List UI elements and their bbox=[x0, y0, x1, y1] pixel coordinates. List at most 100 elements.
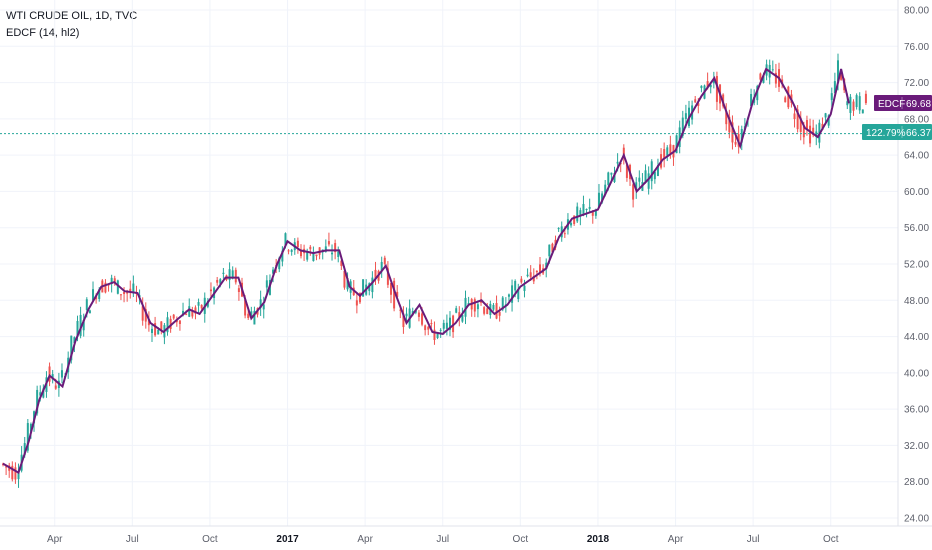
candle bbox=[849, 94, 852, 120]
candle bbox=[436, 333, 439, 340]
time-axis[interactable]: Apr Jul Oct 2017 Apr Jul Oct 2018 Apr Jul Oct bbox=[47, 534, 839, 545]
x-tick-label: Jul bbox=[436, 534, 449, 545]
candle bbox=[610, 172, 613, 181]
candle bbox=[178, 320, 181, 331]
candle bbox=[840, 72, 843, 81]
candle bbox=[408, 299, 411, 329]
candle bbox=[209, 282, 212, 298]
candle bbox=[197, 298, 200, 315]
y-tick-label: 56.00 bbox=[904, 223, 929, 234]
candle bbox=[715, 71, 718, 111]
candle bbox=[750, 88, 753, 107]
candle bbox=[259, 290, 262, 316]
candle bbox=[647, 166, 650, 195]
candle bbox=[60, 363, 63, 384]
candle bbox=[79, 306, 82, 339]
candle bbox=[793, 106, 796, 128]
candle bbox=[402, 306, 405, 334]
candle bbox=[405, 307, 408, 322]
x-tick-label: Oct bbox=[823, 534, 839, 545]
candle bbox=[116, 279, 119, 295]
candle bbox=[340, 259, 343, 270]
candle bbox=[427, 326, 430, 336]
candle bbox=[281, 246, 284, 267]
candle bbox=[632, 181, 635, 208]
last-price-value: 66.37 bbox=[906, 128, 931, 139]
candle bbox=[759, 72, 762, 82]
candle bbox=[355, 293, 358, 314]
candle bbox=[318, 247, 321, 260]
y-tick-label: 80.00 bbox=[904, 6, 929, 17]
edcf-tag-value: 69.68 bbox=[906, 99, 931, 110]
candle bbox=[430, 319, 433, 328]
candle bbox=[470, 297, 473, 317]
symbol-title[interactable]: WTI CRUDE OIL, 1D, TVC bbox=[6, 10, 138, 22]
candle bbox=[473, 297, 476, 318]
y-tick-label: 64.00 bbox=[904, 151, 929, 162]
candle bbox=[303, 244, 306, 262]
indicator-title[interactable]: EDCF (14, hl2) bbox=[6, 27, 80, 39]
candle bbox=[557, 227, 560, 232]
candle bbox=[234, 267, 237, 285]
candle bbox=[5, 465, 8, 476]
candle bbox=[393, 277, 396, 312]
candle bbox=[576, 202, 579, 223]
candle bbox=[517, 283, 520, 303]
candle bbox=[371, 271, 374, 299]
candle bbox=[796, 105, 799, 133]
candle bbox=[188, 298, 191, 318]
candle bbox=[641, 173, 644, 191]
candle bbox=[445, 314, 448, 336]
candle bbox=[200, 304, 203, 311]
candle bbox=[262, 296, 265, 319]
price-axis[interactable]: 80.00 76.00 72.00 68.00 64.00 60.00 56.00 52.00… bbox=[904, 6, 929, 525]
candle bbox=[132, 275, 135, 298]
y-tick-label: 40.00 bbox=[904, 368, 929, 379]
candle bbox=[787, 85, 790, 110]
candle bbox=[119, 294, 122, 301]
candle bbox=[511, 279, 514, 312]
candle bbox=[163, 323, 166, 345]
x-tick-label: 2017 bbox=[276, 534, 299, 545]
chart-legend: WTI CRUDE OIL, 1D, TVC EDCF (14, hl2) bbox=[6, 8, 137, 42]
candle bbox=[520, 276, 523, 284]
candle bbox=[337, 246, 340, 263]
candle bbox=[383, 255, 386, 266]
candle bbox=[228, 262, 231, 289]
candle bbox=[455, 305, 458, 314]
candle bbox=[11, 461, 14, 482]
y-tick-label: 44.00 bbox=[904, 332, 929, 343]
y-tick-label: 24.00 bbox=[904, 514, 929, 525]
candle bbox=[166, 311, 169, 336]
y-tick-label: 28.00 bbox=[904, 477, 929, 488]
y-tick-label: 76.00 bbox=[904, 42, 929, 53]
last-price-tag: 122.79% 66.37 bbox=[862, 124, 932, 140]
candle bbox=[809, 118, 812, 148]
candle bbox=[725, 103, 728, 131]
candle bbox=[51, 369, 54, 384]
candle bbox=[448, 311, 451, 337]
candle bbox=[315, 254, 318, 261]
candle bbox=[141, 297, 144, 326]
candle bbox=[731, 115, 734, 150]
candle bbox=[374, 261, 377, 285]
candle bbox=[771, 60, 774, 72]
candle bbox=[290, 248, 293, 256]
candle bbox=[638, 170, 641, 189]
candle bbox=[492, 303, 495, 311]
y-tick-label: 36.00 bbox=[904, 405, 929, 416]
candle bbox=[660, 148, 663, 170]
candle bbox=[653, 170, 656, 184]
candle bbox=[476, 300, 479, 318]
candle bbox=[144, 302, 147, 329]
x-tick-label: Apr bbox=[668, 534, 684, 545]
candle bbox=[799, 111, 802, 141]
x-tick-label: Jul bbox=[126, 534, 139, 545]
candle bbox=[309, 245, 312, 256]
candle bbox=[191, 306, 194, 319]
candle bbox=[287, 249, 290, 255]
x-tick-label: 2018 bbox=[587, 534, 610, 545]
y-tick-label: 68.00 bbox=[904, 114, 929, 125]
candle bbox=[352, 280, 355, 296]
